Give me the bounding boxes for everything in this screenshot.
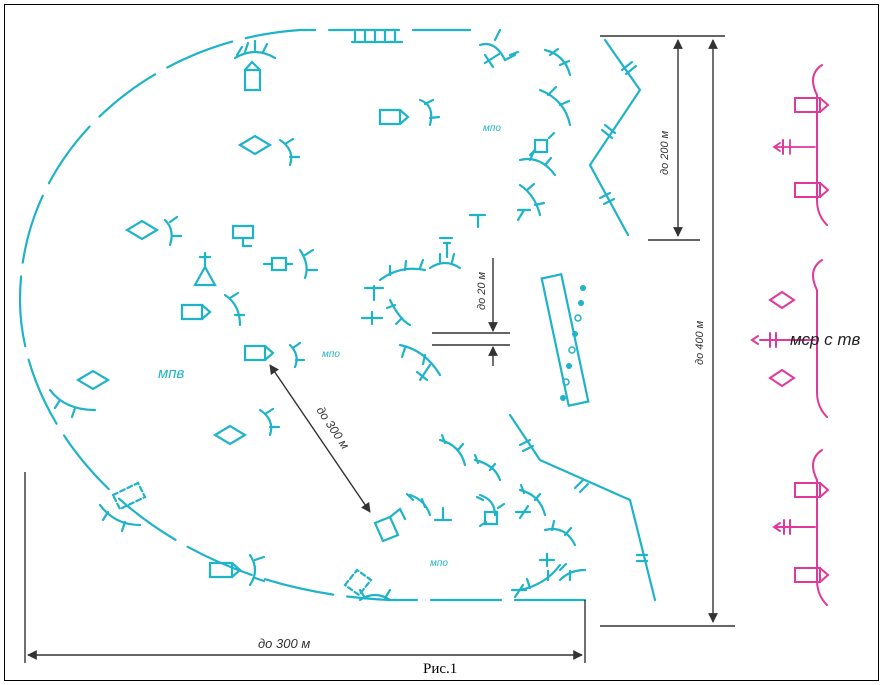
tank-icon	[237, 134, 273, 156]
label-platoon-top: мпо	[483, 123, 501, 134]
enemy-positions	[750, 64, 830, 606]
label-platoon-mid: мпо	[322, 349, 340, 360]
dim-300-diag-label: до 300 м	[314, 404, 353, 452]
dim-400-label: до 400 м	[694, 320, 706, 365]
machinegun-icon	[478, 502, 506, 528]
unit-symbols	[75, 52, 556, 599]
dim-300-bottom-label: до 300 м	[258, 636, 310, 651]
ifv-icon	[208, 561, 242, 579]
dim-200-label: до 200 м	[659, 130, 671, 175]
label-platoon-bottom: мпо	[430, 558, 448, 569]
figure-frame	[4, 4, 879, 681]
dim-20-label: до 20 м	[476, 271, 488, 310]
machinegun-icon	[262, 256, 294, 272]
wire-obstacles	[508, 38, 657, 602]
machinegun-icon	[528, 131, 556, 157]
label-enemy: мср с тв	[790, 330, 861, 349]
tank-icon	[124, 219, 160, 241]
ifv-icon	[243, 344, 275, 362]
observation-icon	[193, 251, 217, 287]
label-center: мпв	[158, 365, 185, 382]
ifv-icon	[378, 108, 410, 126]
figure-caption: Рис.1	[423, 661, 458, 677]
dimension-lines	[24, 35, 735, 663]
trench-marks	[48, 28, 587, 602]
ifv-icon	[243, 60, 262, 92]
ifv-icon	[373, 507, 407, 543]
mine-barrier	[540, 273, 590, 407]
command-icon	[231, 224, 255, 248]
tank-icon	[75, 369, 111, 391]
ifv-icon	[180, 303, 212, 321]
perimeter-line	[18, 28, 587, 602]
tank-icon	[212, 424, 248, 446]
